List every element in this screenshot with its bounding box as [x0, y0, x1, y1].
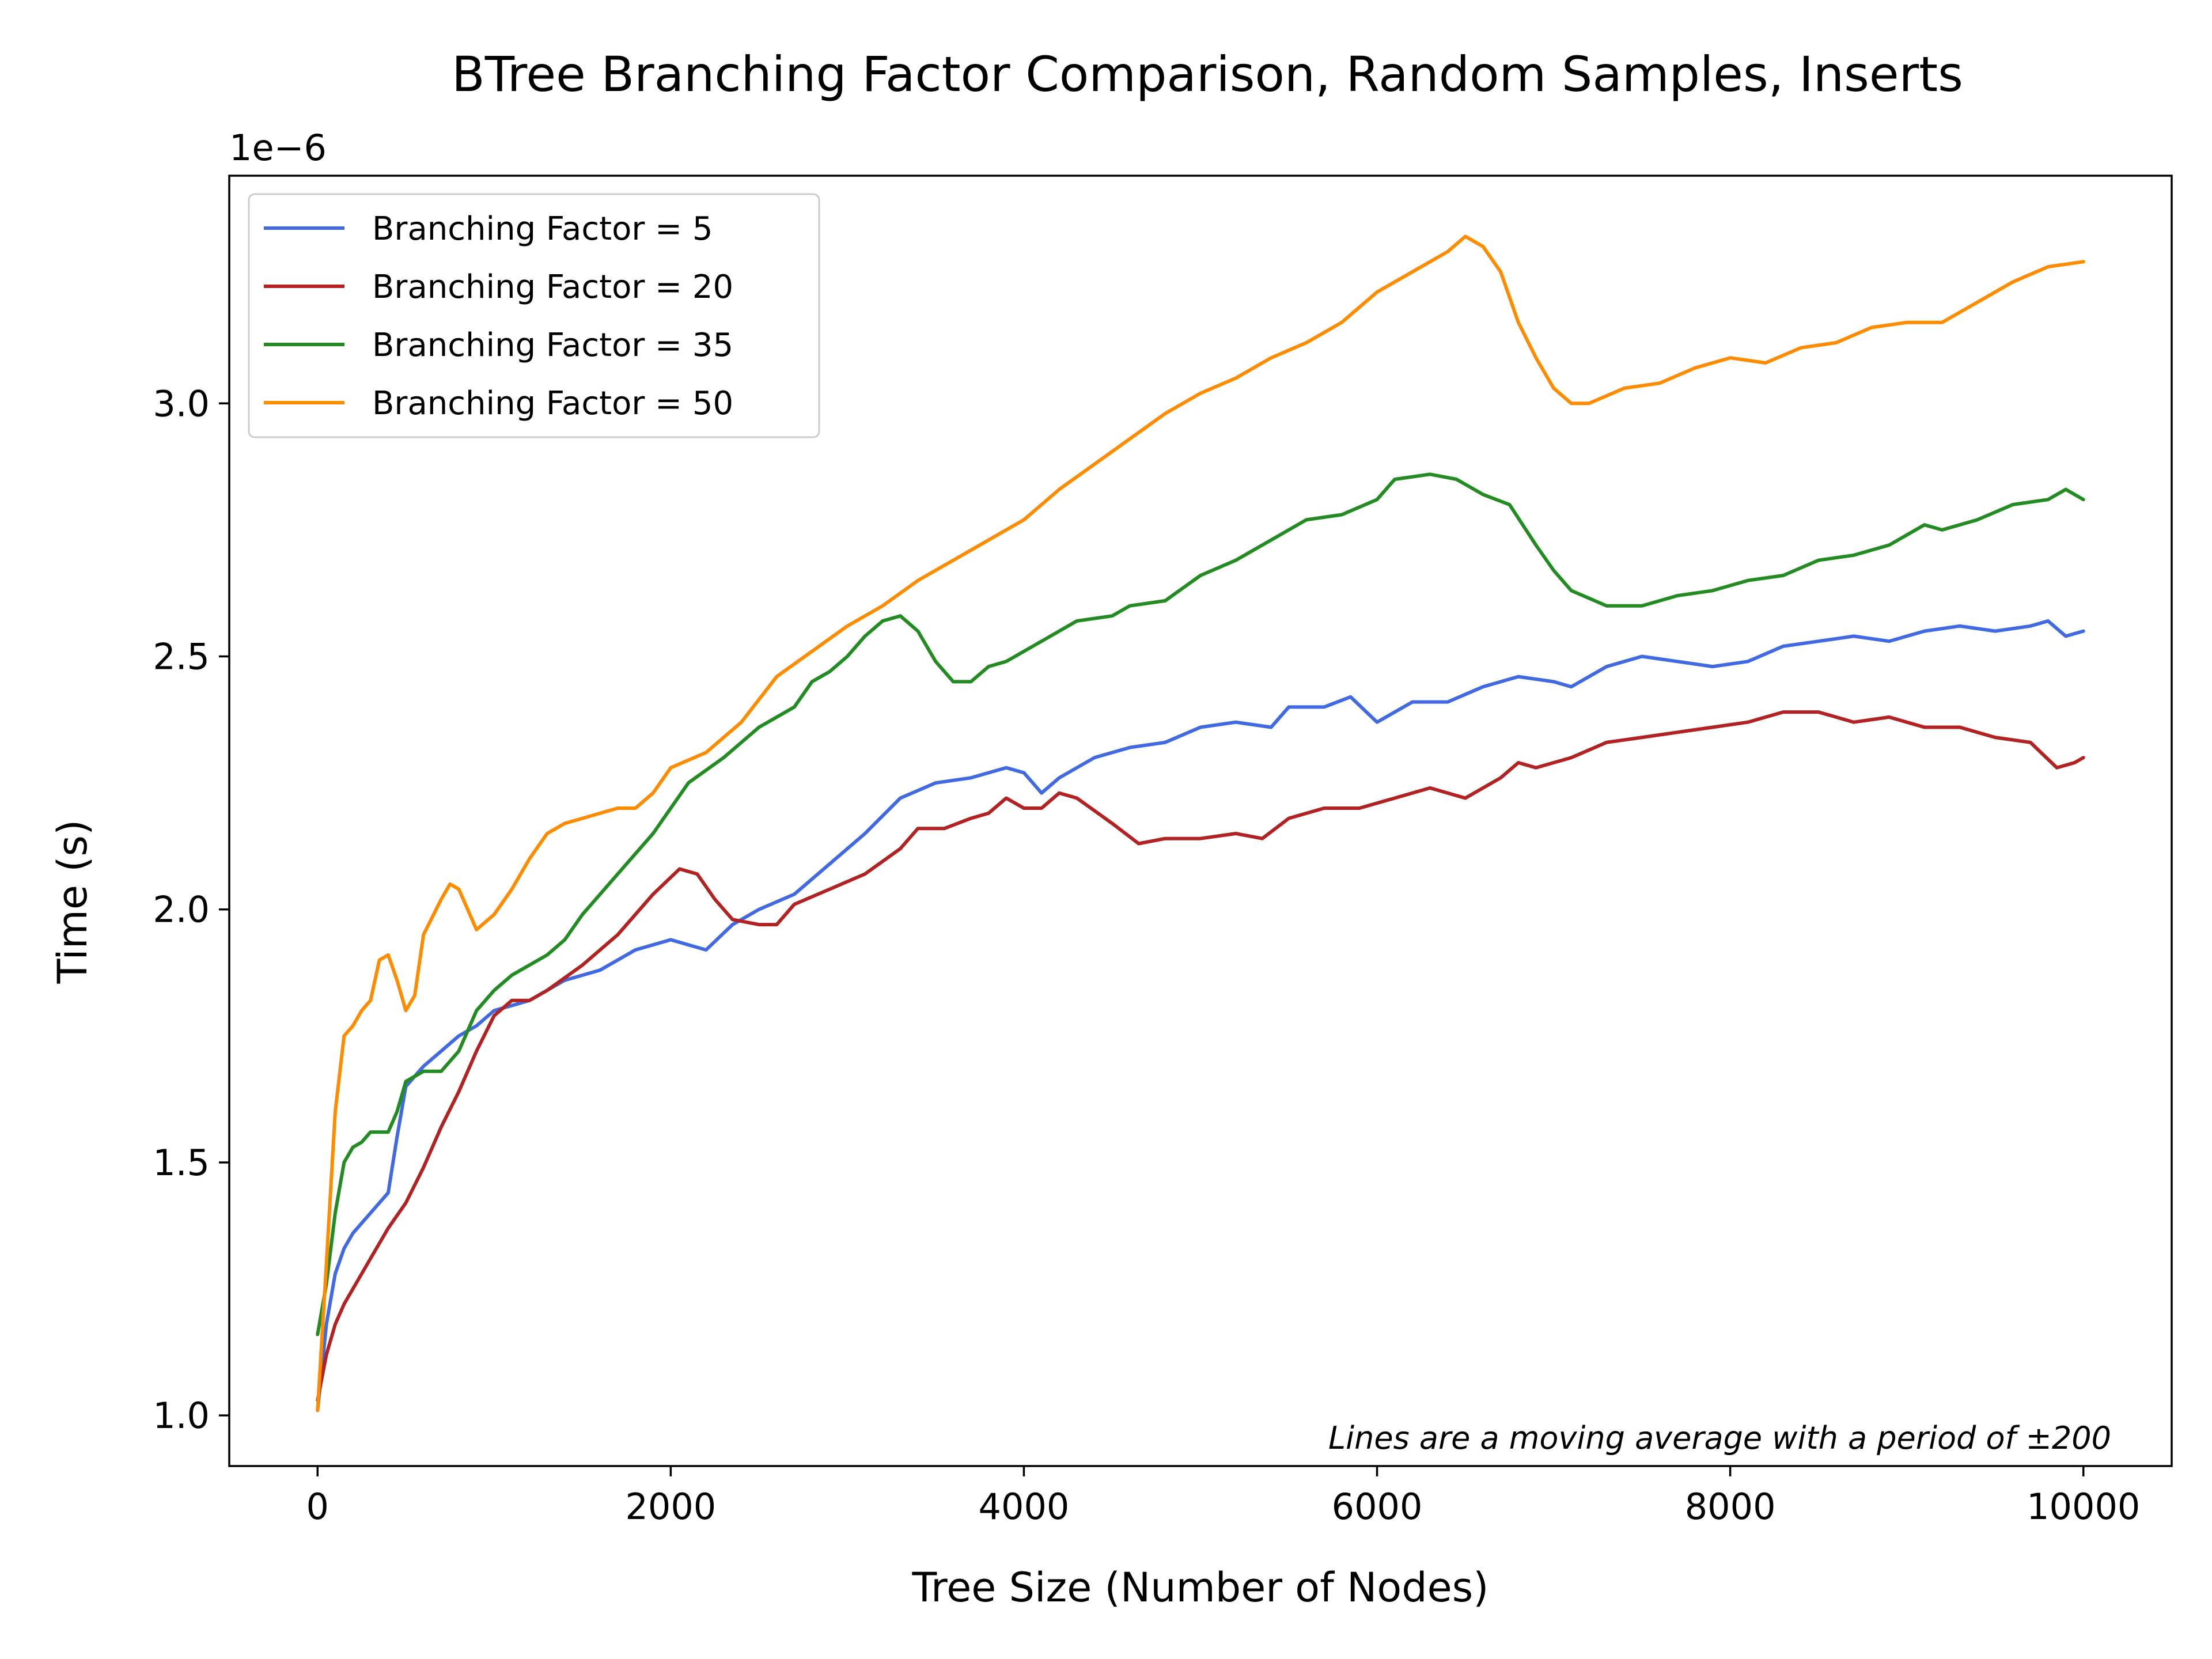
series-line-3 [316, 472, 2085, 1336]
y-tick-label: 1.5 [153, 1142, 210, 1184]
y-tick-label: 3.0 [153, 382, 210, 425]
chart-title: BTree Branching Factor Comparison, Rando… [452, 46, 1963, 103]
x-tick-label: 10000 [2027, 1486, 2140, 1528]
legend-label-2: Branching Factor = 20 [372, 268, 733, 306]
legend-label-4: Branching Factor = 50 [372, 385, 733, 422]
x-tick-label: 2000 [625, 1486, 716, 1528]
y-tick-label: 2.0 [153, 889, 210, 931]
y-tick-label: 1.0 [153, 1395, 210, 1437]
x-tick-label: 0 [306, 1486, 329, 1528]
x-axis-ticks: 0 2000 4000 6000 8000 10000 [306, 1466, 2140, 1528]
series-line-2 [316, 710, 2085, 1402]
x-tick-label: 6000 [1332, 1486, 1423, 1528]
x-tick-label: 4000 [979, 1486, 1070, 1528]
x-axis-label: Tree Size (Number of Nodes) [912, 1564, 1489, 1611]
moving-average-note: Lines are a moving average with a period… [1328, 1420, 2111, 1456]
legend: Branching Factor = 5 Branching Factor = 2… [248, 193, 820, 438]
y-axis-label: Time (s) [49, 820, 96, 984]
y-axis-ticks: 1.0 1.5 2.0 2.5 3.0 [153, 382, 229, 1437]
legend-label-3: Branching Factor = 35 [372, 327, 733, 364]
legend-label-1: Branching Factor = 5 [372, 210, 713, 248]
plot-frame [228, 175, 2173, 1467]
y-tick-label: 2.5 [153, 636, 210, 678]
series-line-4 [316, 234, 2085, 1412]
plot-lines [316, 234, 2085, 1412]
x-tick-label: 8000 [1685, 1486, 1776, 1528]
legend-box [248, 193, 820, 438]
y-offset-label: 1e−6 [229, 127, 327, 169]
series-line-1 [316, 619, 2085, 1412]
